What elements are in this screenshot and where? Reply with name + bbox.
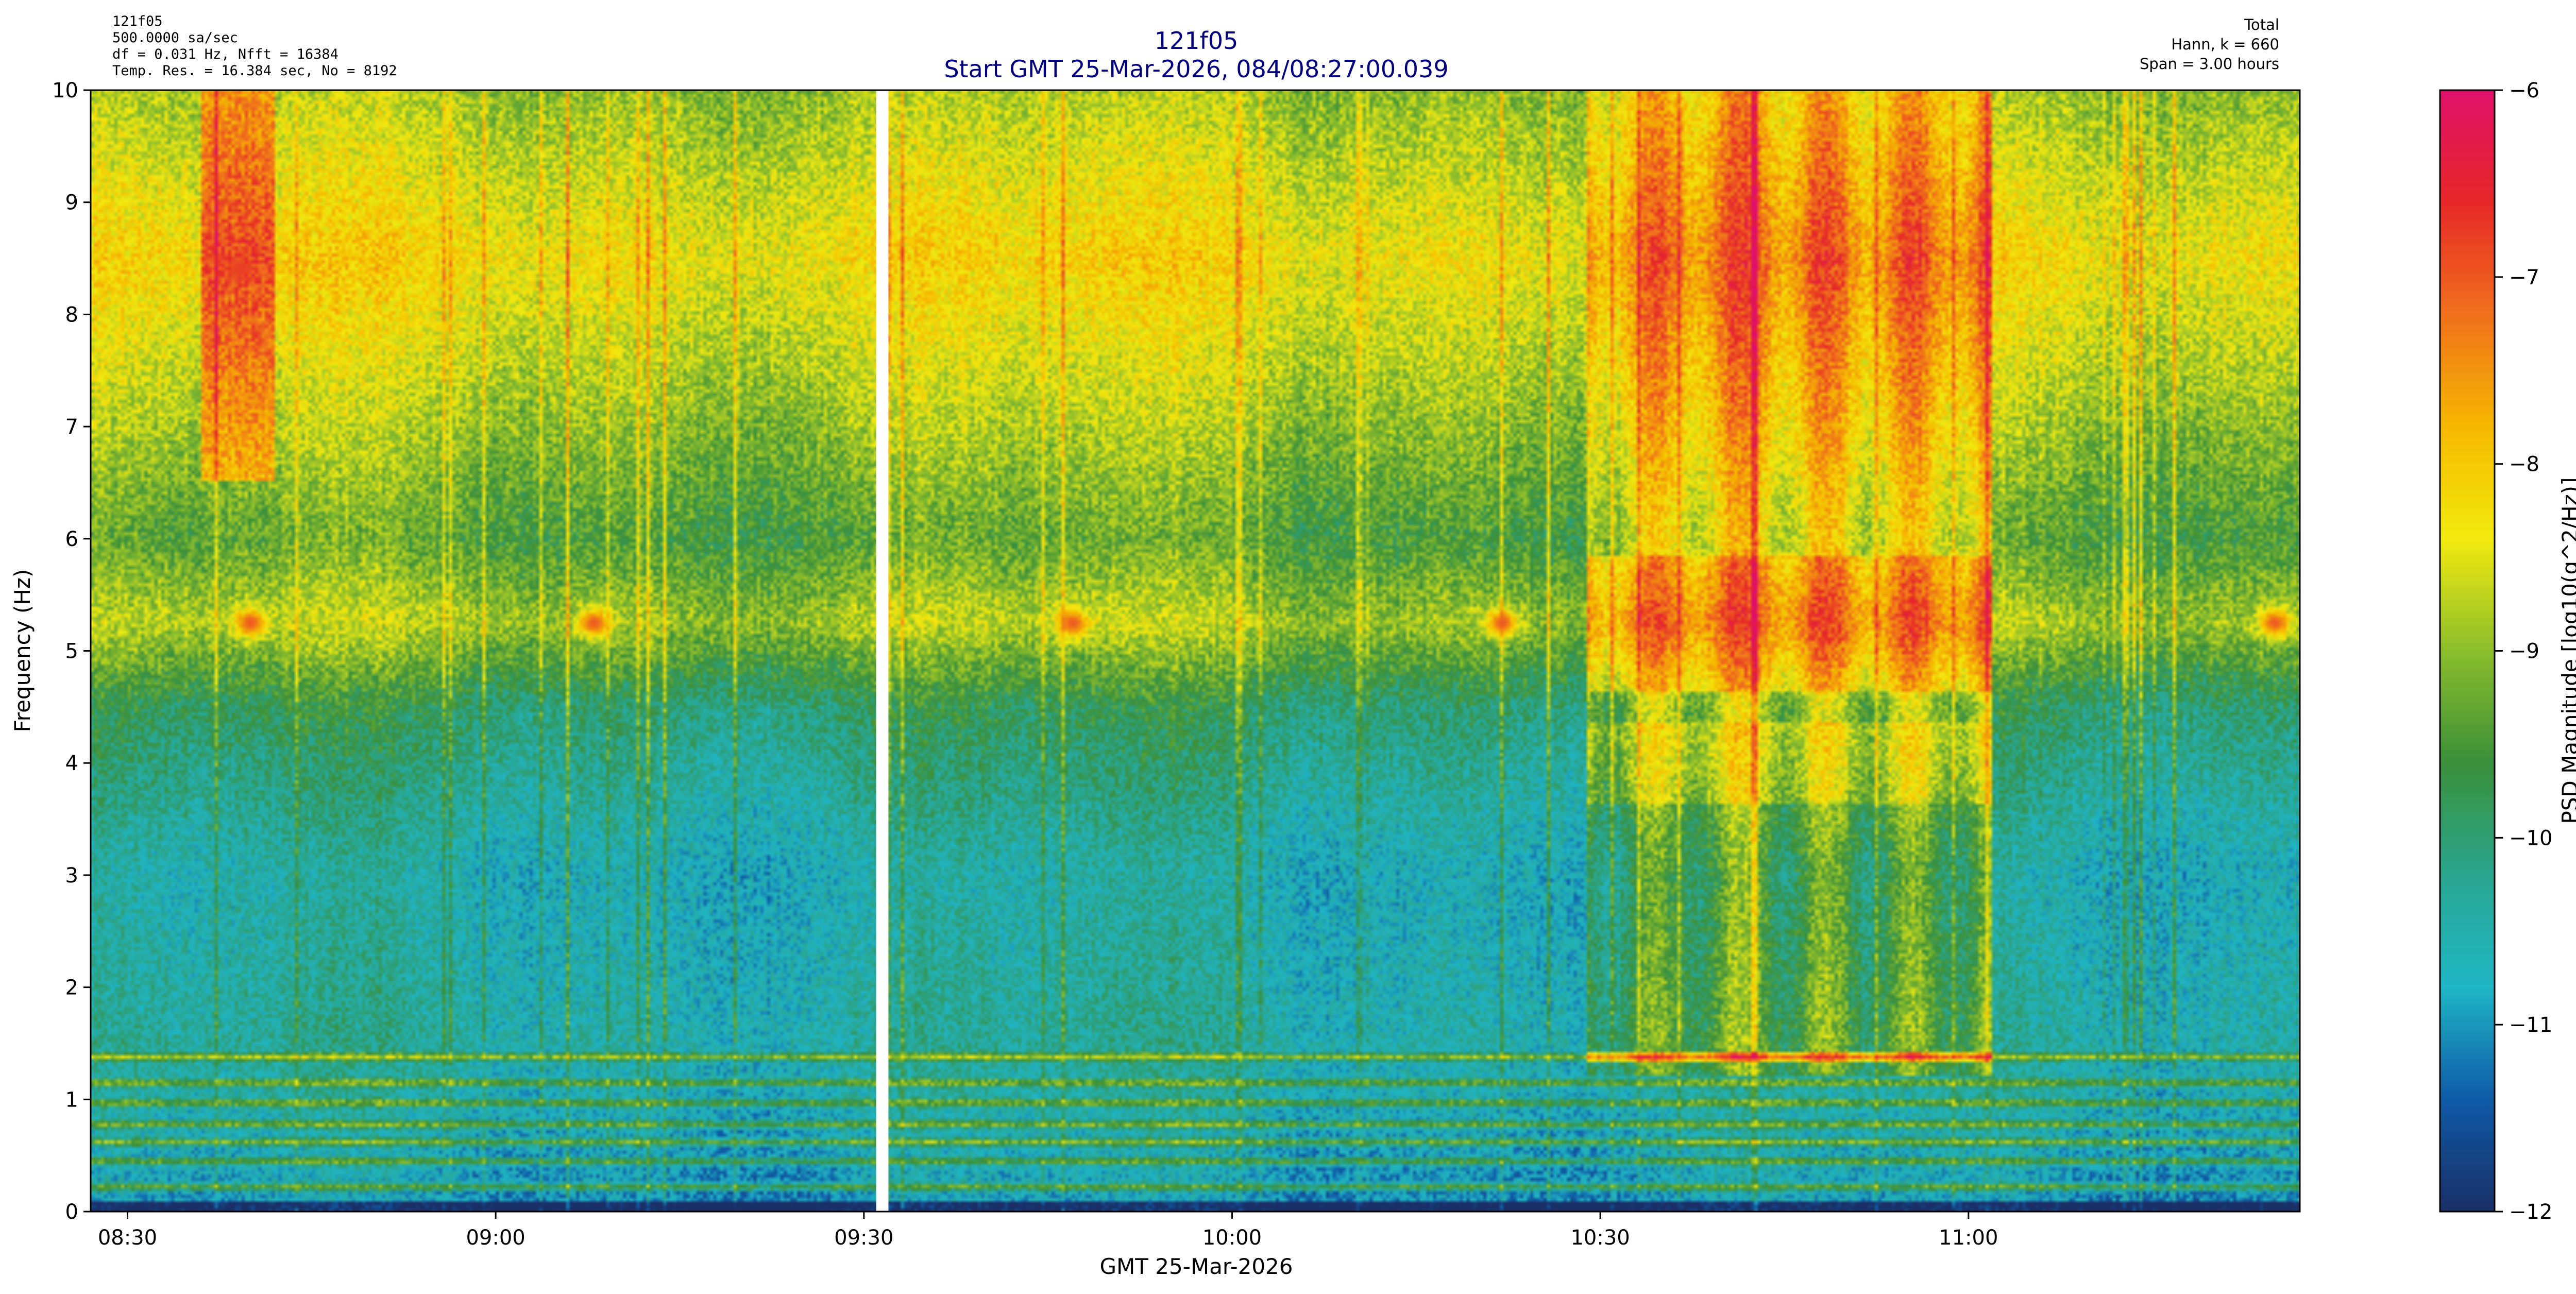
y-axis: 0 1 2 3 4 5 6 7 8 9 10 — [52, 79, 91, 1224]
y-tick-label: 1 — [65, 1088, 78, 1112]
chart-title: 121f05 — [1155, 27, 1239, 55]
y-tick-label: 7 — [65, 415, 78, 439]
x-tick-label: 10:00 — [1202, 1226, 1262, 1250]
chart-subtitle: Start GMT 25-Mar-2026, 084/08:27:00.039 — [944, 55, 1448, 83]
colorbar-tick-label: −11 — [2509, 1013, 2552, 1037]
y-tick-label: 10 — [52, 79, 78, 103]
info-left-line: df = 0.031 Hz, Nfft = 16384 — [112, 46, 338, 62]
info-left-line: 121f05 — [112, 13, 163, 29]
x-tick-label: 08:30 — [98, 1226, 157, 1250]
colorbar-tick-label: −7 — [2509, 266, 2539, 290]
x-axis: 08:30 09:00 09:30 10:00 10:30 11:00 — [98, 1212, 1998, 1250]
colorbar-tick-label: −12 — [2509, 1200, 2552, 1224]
colorbar: −6 −7 −8 −9 −10 −11 −12 PSD Magnitude [log10(g… — [2439, 79, 2576, 1224]
info-right-line: Total — [2244, 16, 2279, 33]
info-right: Total Hann, k = 660 Span = 3.00 hours — [2140, 16, 2279, 73]
info-left: 121f05 500.0000 sa/sec df = 0.031 Hz, Nf… — [112, 13, 397, 79]
data-gap — [876, 90, 889, 1212]
x-tick-label: 10:30 — [1570, 1226, 1630, 1250]
y-tick-label: 6 — [65, 527, 78, 551]
y-tick-label: 0 — [65, 1200, 78, 1224]
y-axis-label: Frequency (Hz) — [10, 569, 35, 733]
colorbar-tick-label: −8 — [2509, 453, 2539, 476]
colorbar-tick-label: −6 — [2509, 79, 2539, 103]
info-right-line: Span = 3.00 hours — [2140, 55, 2279, 73]
x-axis-label: GMT 25-Mar-2026 — [1100, 1254, 1293, 1279]
info-left-line: 500.0000 sa/sec — [112, 30, 238, 46]
spectrogram-plot — [90, 89, 2301, 1213]
y-tick-label: 3 — [65, 864, 78, 888]
colorbar-ticks: −6 −7 −8 −9 −10 −11 −12 — [2495, 79, 2552, 1224]
y-tick-label: 2 — [65, 976, 78, 1000]
psd-heatmap — [91, 90, 2300, 1212]
y-tick-label: 5 — [65, 640, 78, 663]
colorbar-label: PSD Magnitude [log10(g^2/Hz)] — [2557, 478, 2576, 824]
y-tick-label: 9 — [65, 191, 78, 215]
colorbar-tick-label: −9 — [2509, 640, 2539, 663]
y-tick-label: 8 — [65, 303, 78, 327]
info-left-line: Temp. Res. = 16.384 sec, No = 8192 — [112, 63, 397, 79]
info-right-line: Hann, k = 660 — [2171, 36, 2279, 53]
colorbar-tick-label: −10 — [2509, 826, 2552, 850]
colorbar-gradient — [2440, 90, 2495, 1212]
y-tick-label: 4 — [65, 752, 78, 775]
x-tick-label: 09:00 — [466, 1226, 525, 1250]
x-tick-label: 09:30 — [834, 1226, 893, 1250]
x-tick-label: 11:00 — [1939, 1226, 1998, 1250]
